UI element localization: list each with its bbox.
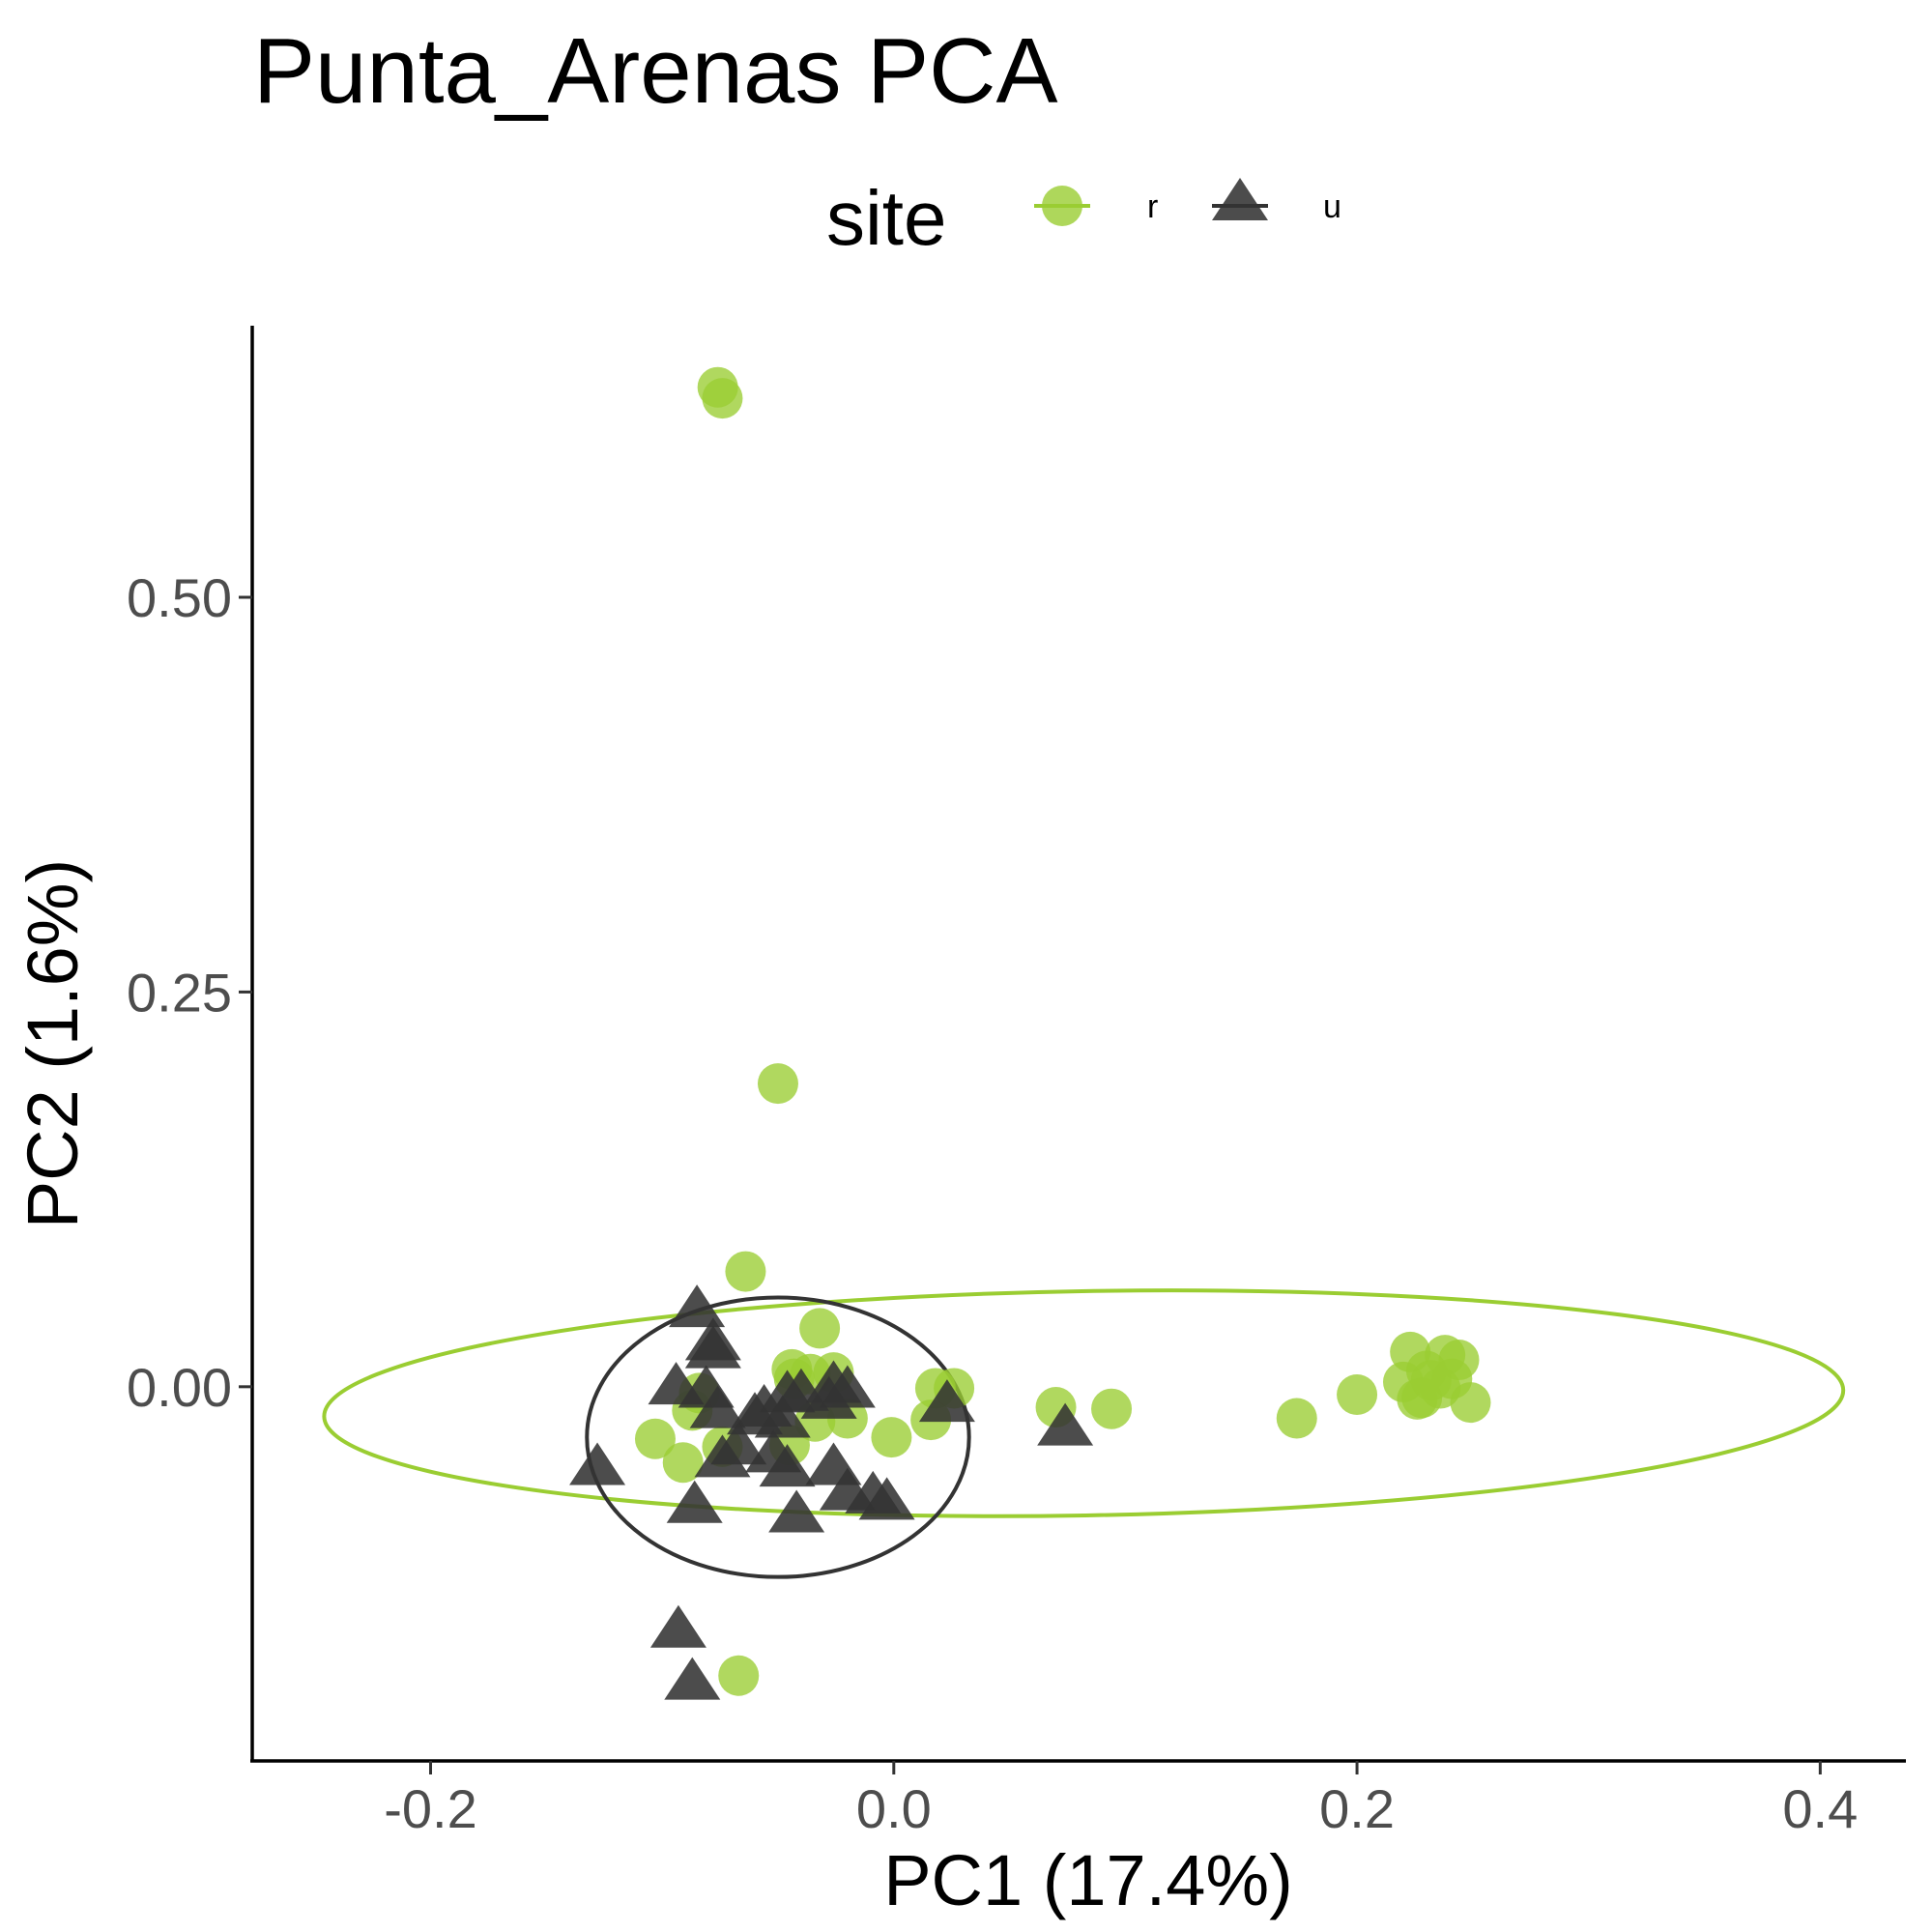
confidence-ellipses bbox=[322, 1288, 1846, 1579]
point-r-13 bbox=[634, 1418, 676, 1459]
x-axis-ticks: -0.2 0.0 0.2 0.4 bbox=[384, 1761, 1858, 1839]
point-u-21 bbox=[858, 1477, 915, 1520]
legend-label-u: u bbox=[1323, 188, 1341, 225]
point-u-28 bbox=[1037, 1402, 1094, 1446]
point-r-3 bbox=[725, 1251, 766, 1292]
x-tick-label-2: 0.2 bbox=[1319, 1778, 1395, 1839]
ellipse-r bbox=[322, 1288, 1846, 1518]
series-u-points bbox=[569, 1284, 1094, 1700]
y-tick-label-2: 0.50 bbox=[127, 567, 232, 628]
point-u-13 bbox=[819, 1365, 876, 1408]
point-u-0 bbox=[669, 1284, 726, 1328]
point-u-9 bbox=[754, 1395, 811, 1438]
point-r-22 bbox=[1091, 1388, 1133, 1429]
legend-key-circle-r bbox=[1042, 186, 1082, 226]
point-u-15 bbox=[694, 1434, 751, 1478]
ellipse-u bbox=[585, 1295, 971, 1579]
point-u-22 bbox=[768, 1489, 825, 1533]
legend: site r u bbox=[826, 175, 1341, 261]
point-r-25 bbox=[1337, 1373, 1378, 1415]
series-r-points bbox=[634, 366, 1491, 1696]
point-r-23 bbox=[718, 1655, 760, 1696]
point-u-26 bbox=[664, 1657, 721, 1700]
point-r-35 bbox=[1450, 1382, 1491, 1424]
point-u-17 bbox=[759, 1444, 816, 1487]
plot-area bbox=[322, 366, 1846, 1700]
point-r-4 bbox=[799, 1308, 841, 1349]
point-r-24 bbox=[1276, 1398, 1317, 1439]
point-u-2 bbox=[684, 1325, 741, 1369]
point-r-17 bbox=[871, 1417, 912, 1458]
x-tick-label-0: -0.2 bbox=[384, 1778, 477, 1839]
point-u-24 bbox=[569, 1442, 626, 1485]
y-tick-label-1: 0.25 bbox=[127, 962, 232, 1023]
legend-title: site bbox=[826, 175, 947, 261]
point-u-5 bbox=[689, 1385, 746, 1428]
point-u-23 bbox=[666, 1480, 723, 1523]
x-tick-label-1: 0.0 bbox=[856, 1778, 932, 1839]
point-u-25 bbox=[649, 1604, 706, 1648]
point-r-36 bbox=[1397, 1378, 1438, 1420]
legend-label-r: r bbox=[1147, 188, 1158, 225]
point-u-27 bbox=[918, 1379, 975, 1423]
y-axis-ticks: 0.00 0.25 0.50 bbox=[127, 567, 252, 1418]
x-tick-label-3: 0.4 bbox=[1782, 1778, 1858, 1839]
x-axis-title: PC1 (17.4%) bbox=[883, 1840, 1293, 1920]
y-axis-title: PC2 (1.6%) bbox=[13, 859, 93, 1228]
chart-title: Punta_Arenas PCA bbox=[253, 19, 1058, 123]
y-tick-label-0: 0.00 bbox=[127, 1357, 232, 1418]
point-r-1 bbox=[702, 378, 743, 419]
point-r-15 bbox=[662, 1442, 704, 1484]
legend-key-triangle-u bbox=[1212, 178, 1268, 220]
point-r-2 bbox=[757, 1063, 798, 1105]
